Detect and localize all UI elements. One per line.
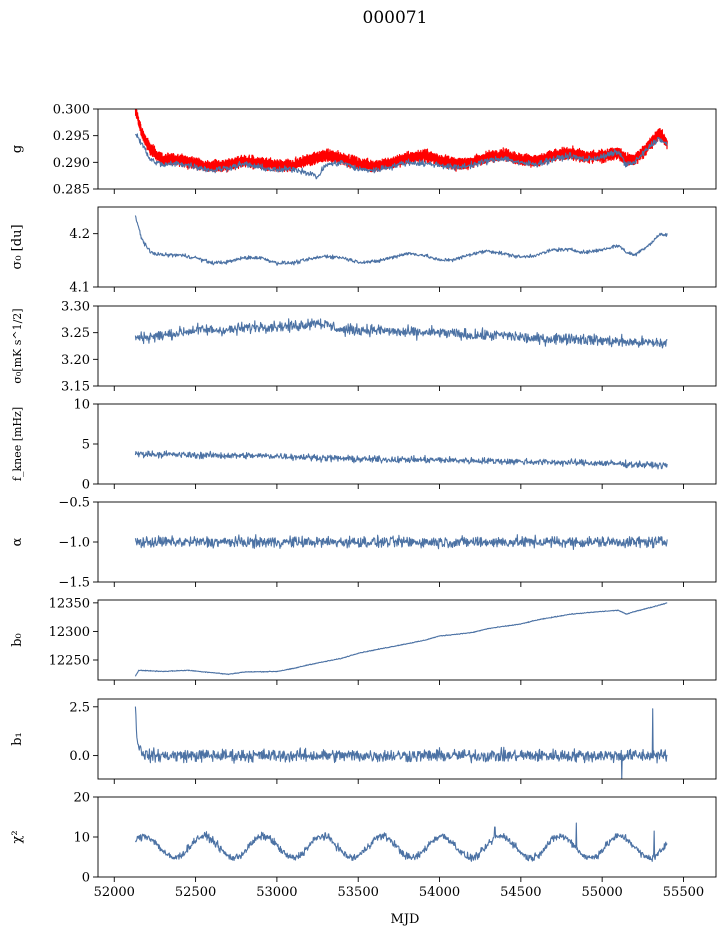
panel-1-y-label: g: [10, 145, 25, 153]
y-tick-label: 12300: [49, 625, 90, 640]
panel-8-series-1: [134, 822, 668, 862]
y-tick-label: 2.5: [69, 700, 90, 715]
panel-2-series-1: [134, 215, 668, 266]
panel-6-frame: [97, 599, 717, 681]
panel-3-y-label: σ₀[mK s^1/2]: [11, 308, 24, 383]
panel-4-series-1: [134, 450, 668, 470]
panel-1-series-1: [134, 109, 668, 173]
x-tick-label: 53000: [256, 885, 297, 900]
y-tick-label: 0.0: [69, 749, 90, 764]
panel-5: −1.5 −1.0 −0.5 α: [10, 496, 717, 591]
y-tick-label: 3.20: [61, 353, 90, 368]
panel-3: 3.15 3.20 3.25 3.30 σ₀[mK s^1/2]: [11, 300, 717, 395]
panel-3-series-1: [134, 318, 668, 349]
panel-4: 0 5 10 f_knee [mHz]: [11, 398, 717, 493]
x-tick-label: 55500: [663, 885, 704, 900]
panel-4-frame: [97, 403, 717, 485]
panel-6: 12250 12300 12350 b₀: [10, 596, 717, 685]
panel-5-series-1: [134, 534, 668, 551]
panel-7-y-label: b₁: [10, 732, 25, 746]
x-tick-label: 55000: [581, 885, 622, 900]
figure-title: 000071: [363, 8, 428, 28]
y-tick-label: −0.5: [58, 496, 90, 511]
panel-7-frame: [97, 698, 717, 780]
y-tick-label: 12250: [49, 654, 90, 669]
panel-1-frame: [97, 108, 717, 190]
y-tick-label: 4.2: [69, 227, 90, 242]
y-tick-label: 3.15: [61, 380, 90, 395]
x-axis-label: MJD: [391, 912, 420, 927]
y-tick-label: 0.285: [53, 183, 90, 198]
y-tick-label: 0.300: [53, 103, 90, 118]
panel-7: 0.0 2.5 b₁: [10, 698, 717, 784]
y-tick-label: 10: [73, 398, 90, 413]
y-tick-label: 0: [82, 478, 90, 493]
x-tick-label: 52000: [94, 885, 135, 900]
y-tick-label: −1.5: [58, 576, 90, 591]
y-tick-label: 0: [82, 871, 90, 886]
panel-2: 4.1 4.2 σ₀ [du]: [10, 206, 717, 296]
panel-2-y-label: σ₀ [du]: [10, 224, 25, 269]
panel-6-y-label: b₀: [10, 633, 25, 647]
y-tick-label: 4.1: [69, 281, 90, 296]
panel-1-series-2: [134, 133, 668, 180]
x-tick-label: 54500: [500, 885, 541, 900]
y-tick-label: 10: [73, 831, 90, 846]
panel-8-y-label: χ²: [10, 830, 25, 843]
panel-5-y-label: α: [10, 537, 25, 546]
x-tick-label: 54000: [419, 885, 460, 900]
panel-7-series-1: [134, 706, 668, 779]
panel-2-frame: [97, 206, 717, 288]
panel-1: 0.285 0.290 0.295 0.300 g: [10, 103, 717, 198]
y-tick-label: 3.25: [61, 326, 90, 341]
x-tick-label: 53500: [338, 885, 379, 900]
panel-8: 0 10 20 52000 52500 53000 53500 54000 54500 55000…: [10, 791, 717, 900]
y-tick-label: 0.295: [53, 129, 90, 144]
panel-6-series-1: [134, 602, 668, 677]
panel-4-y-label: f_knee [mHz]: [11, 407, 24, 481]
x-tick-label: 52500: [175, 885, 216, 900]
y-tick-label: 0.290: [53, 156, 90, 171]
y-tick-label: 20: [73, 791, 90, 806]
y-tick-label: 12350: [49, 596, 90, 611]
panel-3-frame: [97, 305, 717, 387]
y-tick-label: 3.30: [61, 300, 90, 315]
y-tick-label: −1.0: [58, 536, 90, 551]
y-tick-label: 5: [82, 438, 90, 453]
